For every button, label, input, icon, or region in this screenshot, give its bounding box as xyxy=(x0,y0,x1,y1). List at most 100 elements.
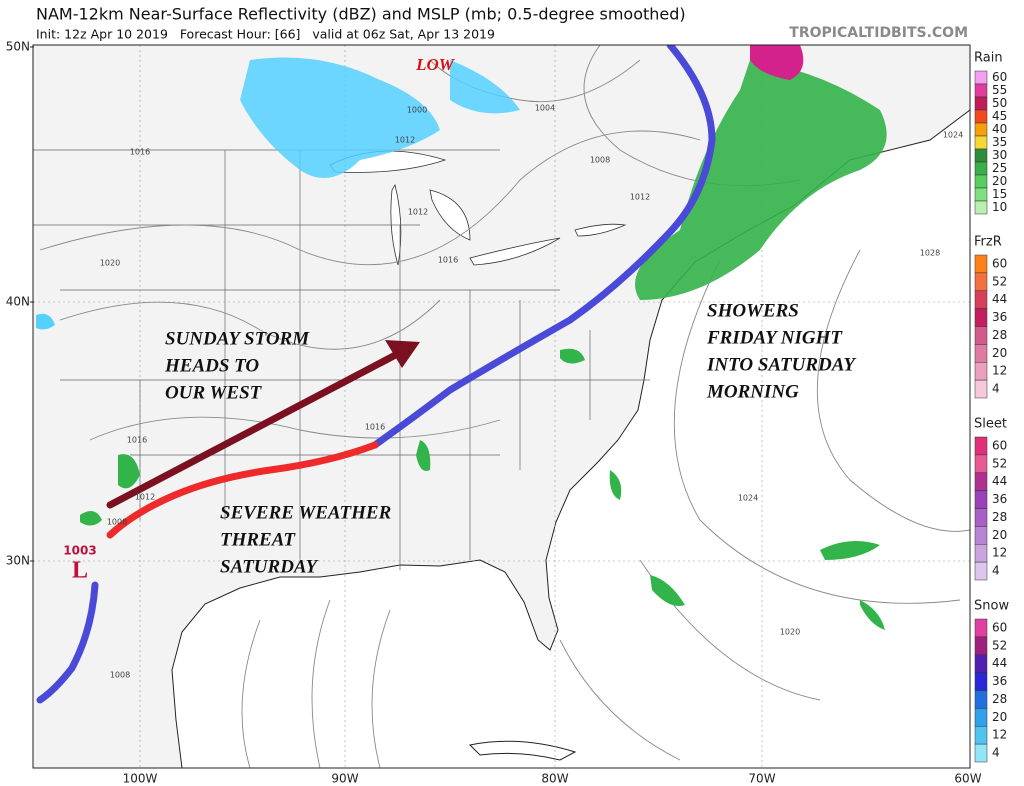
isobar-label: 1020 xyxy=(100,259,120,268)
caribbean-islands xyxy=(468,740,577,761)
legend-tick: 28 xyxy=(992,328,1007,342)
legend-tick: 12 xyxy=(992,728,1007,742)
map-frame xyxy=(32,44,971,769)
legend-swatch xyxy=(974,561,988,581)
annotation-line: INTO SATURDAY xyxy=(706,354,857,375)
legend-swatch xyxy=(974,379,988,399)
legend-tick: 36 xyxy=(992,310,1007,324)
legend-tick: 44 xyxy=(992,656,1007,670)
legend-tick: 40 xyxy=(992,122,1007,136)
annotation-line: FRIDAY NIGHT xyxy=(706,327,843,348)
legend-swatch xyxy=(974,454,988,473)
annotation-line: MORNING xyxy=(706,381,799,402)
legend-swatch xyxy=(974,436,988,456)
legend-swatch xyxy=(974,83,988,98)
isobar-label: 1020 xyxy=(780,628,800,637)
legend-swatch xyxy=(974,135,988,150)
lon-label: 70W xyxy=(748,772,775,786)
low-label: LOW xyxy=(415,55,456,74)
legend-tick: 4 xyxy=(992,382,1000,396)
isobar-label: 1028 xyxy=(920,249,940,258)
map-title: NAM-12km Near-Surface Reflectivity (dBZ)… xyxy=(36,5,686,24)
storm-track-arrow xyxy=(106,340,420,509)
legends: Rain6055504540353025201510FrzR6052443628… xyxy=(974,51,1009,763)
legend-tick: 60 xyxy=(992,70,1007,84)
legend-tick: 20 xyxy=(992,528,1007,542)
isobar-label: 1024 xyxy=(943,131,963,140)
legend-tick: 25 xyxy=(992,161,1007,175)
legend-swatch xyxy=(974,96,988,111)
legend-tick: 52 xyxy=(992,274,1007,288)
legend-tick: 30 xyxy=(992,148,1007,162)
legend-tick: 12 xyxy=(992,364,1007,378)
cold-front-north xyxy=(371,45,716,449)
legend-swatch xyxy=(974,362,988,381)
legend-swatch xyxy=(974,326,988,345)
legend-swatch xyxy=(974,654,988,673)
isobar-label: 1008 xyxy=(590,156,610,165)
site-watermark: TROPICALTIDBITS.COM xyxy=(789,25,968,41)
state-borders xyxy=(33,149,650,570)
legend-title: Snow xyxy=(974,599,1009,614)
isobar-label: 1016 xyxy=(130,148,150,157)
legend-swatch xyxy=(974,200,988,215)
annotation-line: THREAT xyxy=(220,529,296,550)
legend-tick: 55 xyxy=(992,83,1007,97)
lon-label: 100W xyxy=(123,772,158,786)
warm-front xyxy=(106,441,379,539)
legend-swatch xyxy=(974,690,988,709)
legend-swatch xyxy=(974,726,988,745)
legend-swatch xyxy=(974,526,988,545)
legend-title: FrzR xyxy=(974,235,1002,250)
legend-tick: 20 xyxy=(992,346,1007,360)
lat-label: 50N xyxy=(6,40,30,54)
annotation-line: HEADS TO xyxy=(164,355,259,376)
legend-swatch xyxy=(974,472,988,491)
legend-swatch xyxy=(974,70,988,85)
legend-swatch xyxy=(974,743,988,763)
legend-swatch xyxy=(974,344,988,363)
legend-swatch xyxy=(974,161,988,176)
legend-tick: 60 xyxy=(992,256,1007,270)
legend-swatch xyxy=(974,174,988,189)
legend-swatch xyxy=(974,148,988,163)
isobar-label: 1012 xyxy=(408,208,428,217)
legend-tick: 44 xyxy=(992,292,1007,306)
lat-label: 40N xyxy=(6,295,30,309)
legend-tick: 12 xyxy=(992,546,1007,560)
legend-swatch xyxy=(974,708,988,727)
isobar-label: 1016 xyxy=(127,436,147,445)
legend-tick: 36 xyxy=(992,492,1007,506)
cold-front-south xyxy=(36,581,99,704)
legend-swatch xyxy=(974,508,988,527)
lon-label: 80W xyxy=(541,772,568,786)
isobar-label: 1016 xyxy=(438,256,458,265)
annotation-line: OUR WEST xyxy=(165,382,263,403)
isobar-label: 1004 xyxy=(535,104,555,113)
legend-tick: 15 xyxy=(992,187,1007,201)
legend-swatch xyxy=(974,187,988,202)
annotation-line: SHOWERS xyxy=(707,300,799,321)
legend-swatch xyxy=(974,618,988,638)
legend-tick: 28 xyxy=(992,692,1007,706)
isobar-label: 1016 xyxy=(365,423,385,432)
isobar-label: 1012 xyxy=(135,493,155,502)
legend-swatch xyxy=(974,109,988,124)
legend-swatch xyxy=(974,254,988,274)
legend-tick: 50 xyxy=(992,96,1007,110)
map-subtitle: Init: 12z Apr 10 2019 Forecast Hour: [66… xyxy=(36,27,495,42)
legend-tick: 36 xyxy=(992,674,1007,688)
legend-tick: 60 xyxy=(992,438,1007,452)
legend-swatch xyxy=(974,490,988,509)
lon-label: 90W xyxy=(331,772,358,786)
isobar-label: 1024 xyxy=(738,494,758,503)
legend-title: Rain xyxy=(974,51,1003,66)
legend-tick: 4 xyxy=(992,746,1000,760)
legend-swatch xyxy=(974,272,988,291)
legend-tick: 4 xyxy=(992,564,1000,578)
legend-swatch xyxy=(974,636,988,655)
legend-tick: 35 xyxy=(992,135,1007,149)
legend-tick: 60 xyxy=(992,620,1007,634)
isobar-label: 1008 xyxy=(107,518,127,527)
